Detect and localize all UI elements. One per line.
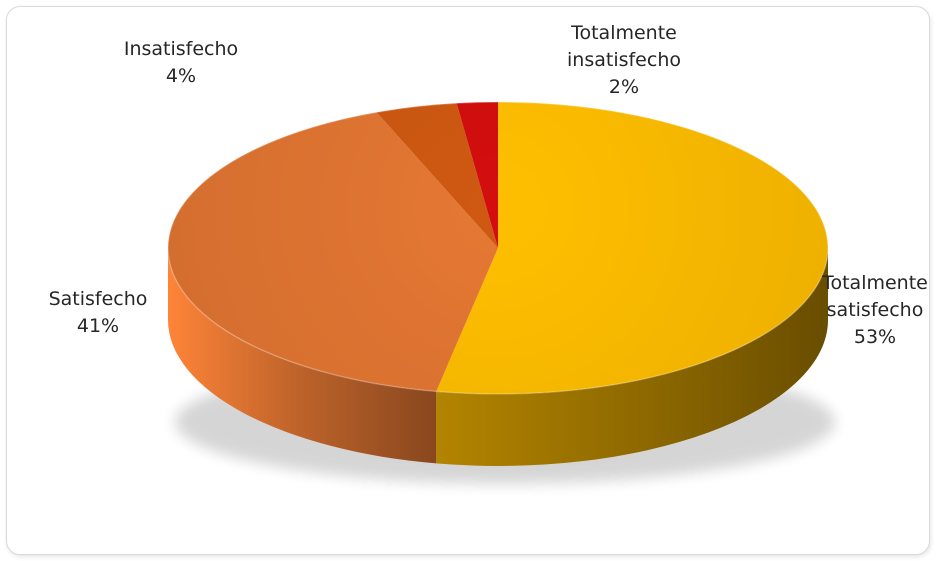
slice-label-text: Totalmente: [821, 272, 928, 294]
slice-label-0: Totalmente satisfecho 53%: [821, 272, 928, 348]
pie-rim: [167, 101, 829, 395]
slice-label-text: insatisfecho: [567, 49, 681, 71]
pie-slice-1: [168, 112, 499, 392]
slice-percent-label: 41%: [77, 315, 119, 337]
slice-label-text: satisfecho: [827, 299, 924, 321]
pie-slice-2: [376, 103, 498, 249]
slice-percent-label: 4%: [166, 65, 196, 87]
pie-side-1: [168, 248, 437, 464]
slice-label-2: Insatisfecho 4%: [124, 38, 238, 87]
pie-slice-0: [436, 102, 829, 395]
pie-slice-3: [456, 102, 498, 248]
slice-label-3: Totalmente insatisfecho 2%: [567, 22, 681, 98]
slice-label-text: Satisfecho: [49, 288, 148, 310]
pie-labels: Totalmente satisfecho 53% Satisfecho 41% Insa…: [49, 22, 928, 348]
slice-percent-label: 2%: [609, 76, 639, 98]
slice-label-1: Satisfecho 41%: [49, 288, 148, 337]
slice-label-text: Totalmente: [570, 22, 677, 44]
slice-percent-label: 53%: [854, 326, 896, 348]
pie-tops: [167, 101, 829, 395]
pie-side-0: [436, 248, 828, 466]
slice-label-text: Insatisfecho: [124, 38, 238, 60]
pie-sides: [168, 248, 828, 466]
